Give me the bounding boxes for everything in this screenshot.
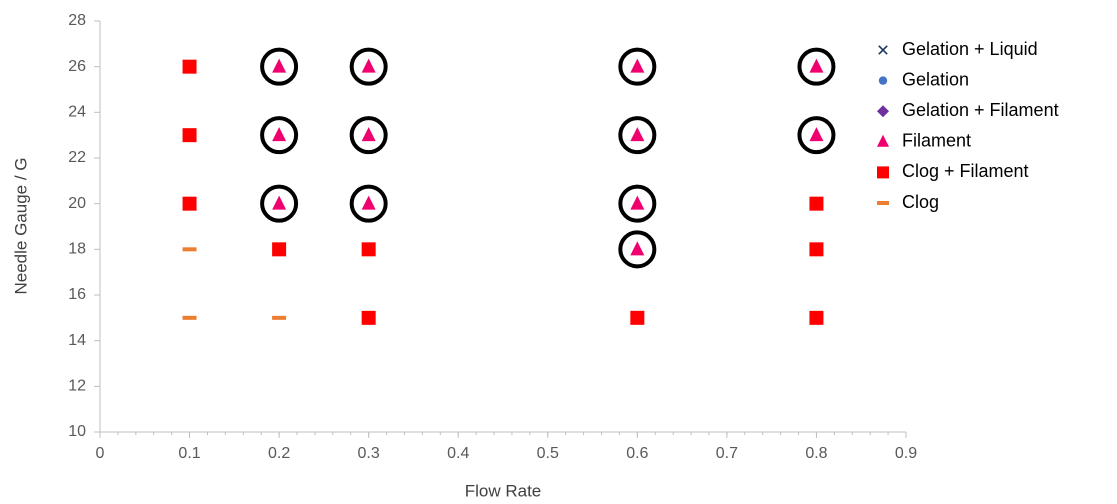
y-tick-label: 20: [68, 195, 86, 212]
marker-square: [361, 242, 376, 257]
marker-triangle: [630, 195, 645, 210]
y-tick-label: 28: [68, 12, 86, 29]
highlight-ring: [618, 47, 657, 86]
highlight-ring: [349, 184, 388, 223]
y-tick-label: 14: [68, 332, 86, 349]
highlight-ring: [260, 184, 299, 223]
marker-dash: [182, 315, 197, 320]
legend-marker: [877, 105, 889, 118]
marker-square: [182, 128, 197, 143]
highlight-ring: [618, 184, 657, 223]
highlight-ring: [797, 116, 836, 155]
marker-triangle: [630, 58, 645, 73]
x-tick-label: 0.2: [268, 445, 290, 462]
marker-square: [182, 59, 197, 74]
y-tick-label: 16: [68, 286, 86, 303]
legend-marker: [877, 134, 889, 147]
marker-square: [272, 242, 287, 257]
marker-triangle: [630, 127, 645, 142]
x-tick-label: 0.6: [626, 445, 648, 462]
y-tick-label: 26: [68, 58, 86, 75]
legend-label: Gelation + Liquid: [902, 39, 1038, 59]
marker-dash: [272, 315, 287, 320]
highlight-ring: [349, 47, 388, 86]
marker-square: [361, 310, 376, 325]
marker-triangle: [361, 127, 376, 142]
marker-square: [182, 196, 197, 211]
y-tick-label: 18: [68, 241, 86, 258]
marker-triangle: [272, 195, 287, 210]
legend-label: Gelation: [902, 69, 969, 89]
highlight-ring: [349, 116, 388, 155]
x-tick-label: 0.3: [358, 445, 380, 462]
marker-dash: [182, 247, 197, 252]
legend-marker: [877, 166, 889, 179]
highlight-ring: [618, 230, 657, 269]
y-tick-label: 24: [68, 104, 86, 121]
marker-triangle: [361, 58, 376, 73]
marker-triangle: [630, 241, 645, 256]
highlight-ring: [618, 116, 657, 155]
x-tick-label: 0.7: [716, 445, 738, 462]
legend-label: Filament: [902, 131, 971, 151]
y-tick-label: 22: [68, 149, 86, 166]
y-tick-label: 10: [68, 423, 86, 440]
x-tick-label: 0.9: [895, 445, 917, 462]
marker-square: [809, 196, 824, 211]
legend-label: Clog + Filament: [902, 161, 1029, 181]
legend-marker: [877, 201, 889, 205]
highlight-ring: [797, 47, 836, 86]
marker-square: [809, 310, 824, 325]
y-axis-title: Needle Gauge / G: [11, 157, 30, 294]
legend-label: Gelation + Filament: [902, 100, 1059, 120]
x-tick-label: 0.5: [537, 445, 559, 462]
marker-triangle: [809, 127, 824, 142]
marker-square: [630, 310, 645, 325]
legend-label: Clog: [902, 192, 939, 212]
marker-triangle: [361, 195, 376, 210]
x-axis-title: Flow Rate: [465, 481, 542, 500]
marker-triangle: [809, 58, 824, 73]
highlight-ring: [260, 116, 299, 155]
x-tick-label: 0: [96, 445, 105, 462]
marker-square: [809, 242, 824, 257]
y-tick-label: 12: [68, 378, 86, 395]
x-tick-label: 0.8: [805, 445, 827, 462]
highlight-ring: [260, 47, 299, 86]
legend-marker: [878, 76, 888, 85]
marker-triangle: [272, 58, 287, 73]
marker-triangle: [272, 127, 287, 142]
x-tick-label: 0.4: [447, 445, 469, 462]
legend-marker: [878, 45, 888, 55]
x-tick-label: 0.1: [178, 445, 200, 462]
